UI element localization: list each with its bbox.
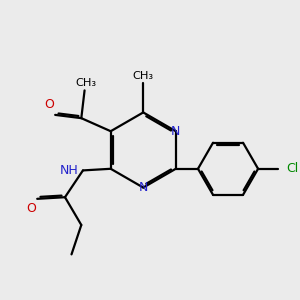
Text: CH₃: CH₃	[76, 78, 97, 88]
Text: N: N	[171, 125, 181, 138]
Text: CH₃: CH₃	[133, 71, 154, 81]
Text: O: O	[26, 202, 36, 215]
Text: NH: NH	[59, 164, 78, 177]
Text: N: N	[139, 181, 148, 194]
Text: Cl: Cl	[286, 162, 298, 175]
Text: O: O	[44, 98, 54, 111]
